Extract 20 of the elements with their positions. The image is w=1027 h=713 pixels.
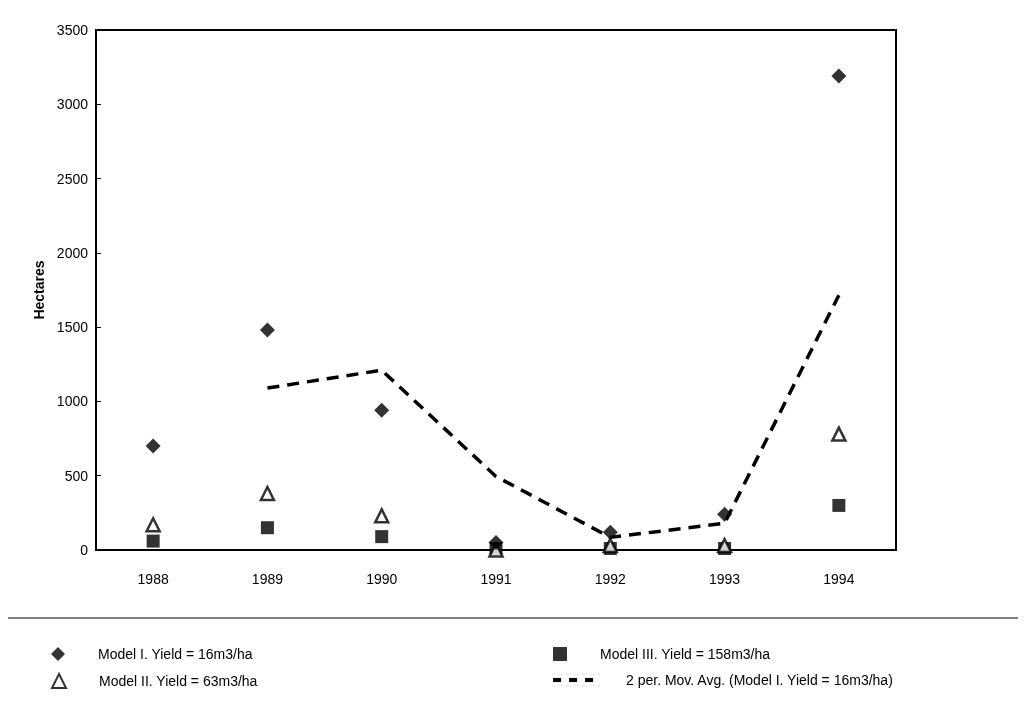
legend-label: Model I. Yield = 16m3/ha — [98, 646, 253, 662]
y-tick-label: 0 — [80, 542, 89, 558]
x-tick-label: 1990 — [366, 571, 398, 587]
x-tick-label: 1989 — [251, 571, 284, 587]
y-tick-label: 3500 — [56, 22, 89, 38]
y-tick-label: 2500 — [56, 170, 89, 187]
y-axis-title: Hectares — [30, 260, 47, 320]
x-tick-label: 1993 — [708, 571, 741, 587]
x-tick-label: 1992 — [594, 571, 627, 587]
y-tick-label: 500 — [64, 467, 89, 484]
y-tick-label: 1500 — [56, 319, 89, 336]
legend-label: Model II. Yield = 63m3/ha — [99, 673, 258, 689]
x-tick-label: 1988 — [137, 571, 169, 587]
legend-label: Model III. Yield = 158m3/ha — [600, 646, 771, 662]
y-tick-label: 1000 — [56, 393, 89, 410]
x-tick-label: 1994 — [823, 571, 855, 587]
y-tick-label: 3000 — [56, 96, 89, 113]
legend-label: 2 per. Mov. Avg. (Model I. Yield = 16m3/ha) — [626, 672, 893, 688]
y-tick-label: 2000 — [56, 244, 89, 261]
x-tick-label: 1991 — [480, 571, 512, 587]
